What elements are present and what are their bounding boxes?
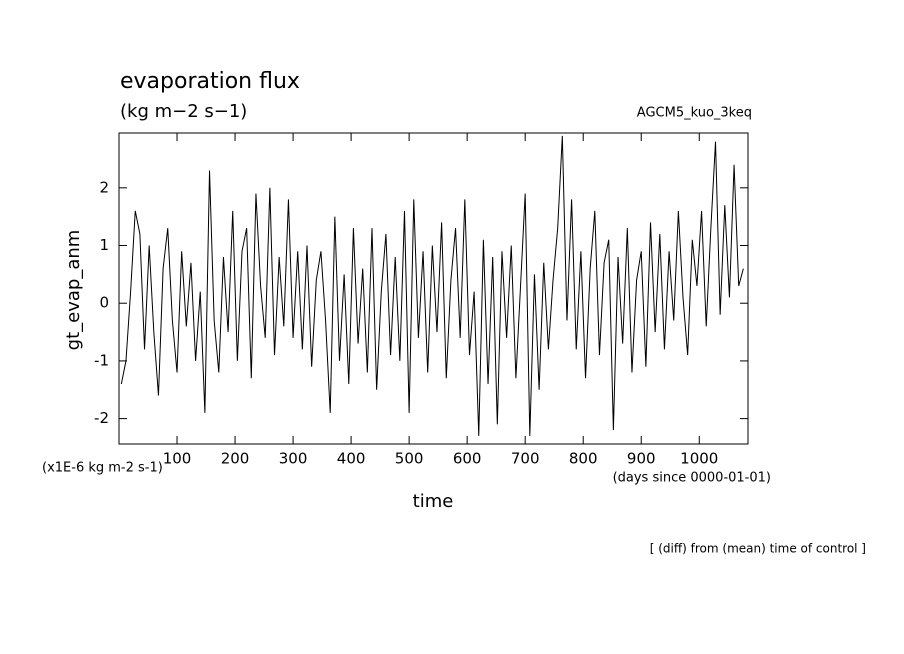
x-tick-label: 700 <box>511 450 540 468</box>
x-tick-label: 300 <box>279 450 308 468</box>
x-tick-label: 800 <box>569 450 598 468</box>
x-tick-label: 500 <box>395 450 424 468</box>
plot-frame <box>118 132 749 445</box>
chart-subtitle: (kg m−2 s−1) <box>120 101 247 122</box>
y-tick-label: 2 <box>99 178 109 196</box>
x-tick-label: 1000 <box>680 450 718 468</box>
data-line <box>120 135 744 436</box>
chart-title: evaporation flux <box>120 69 300 94</box>
y-axis-label: gt_evap_anm <box>63 230 84 351</box>
x-tick-label: 400 <box>337 450 366 468</box>
x-unit: (days since 0000-01-01) <box>613 471 771 486</box>
y-tick-label: 0 <box>99 294 109 312</box>
annotation: AGCM5_kuo_3keq <box>637 106 752 121</box>
y-tick-label: -1 <box>94 351 109 369</box>
y-unit: (x1E-6 kg m-2 s-1) <box>42 461 163 476</box>
x-tick-label: 200 <box>221 450 250 468</box>
x-tick-label: 100 <box>163 450 192 468</box>
x-axis-label: time <box>413 491 454 512</box>
note: [ (diff) from (mean) time of control ] <box>650 542 866 556</box>
x-tick-label: 900 <box>627 450 656 468</box>
y-tick-label: -2 <box>94 409 109 427</box>
y-tick-label: 1 <box>99 236 109 254</box>
x-tick-label: 600 <box>453 450 482 468</box>
